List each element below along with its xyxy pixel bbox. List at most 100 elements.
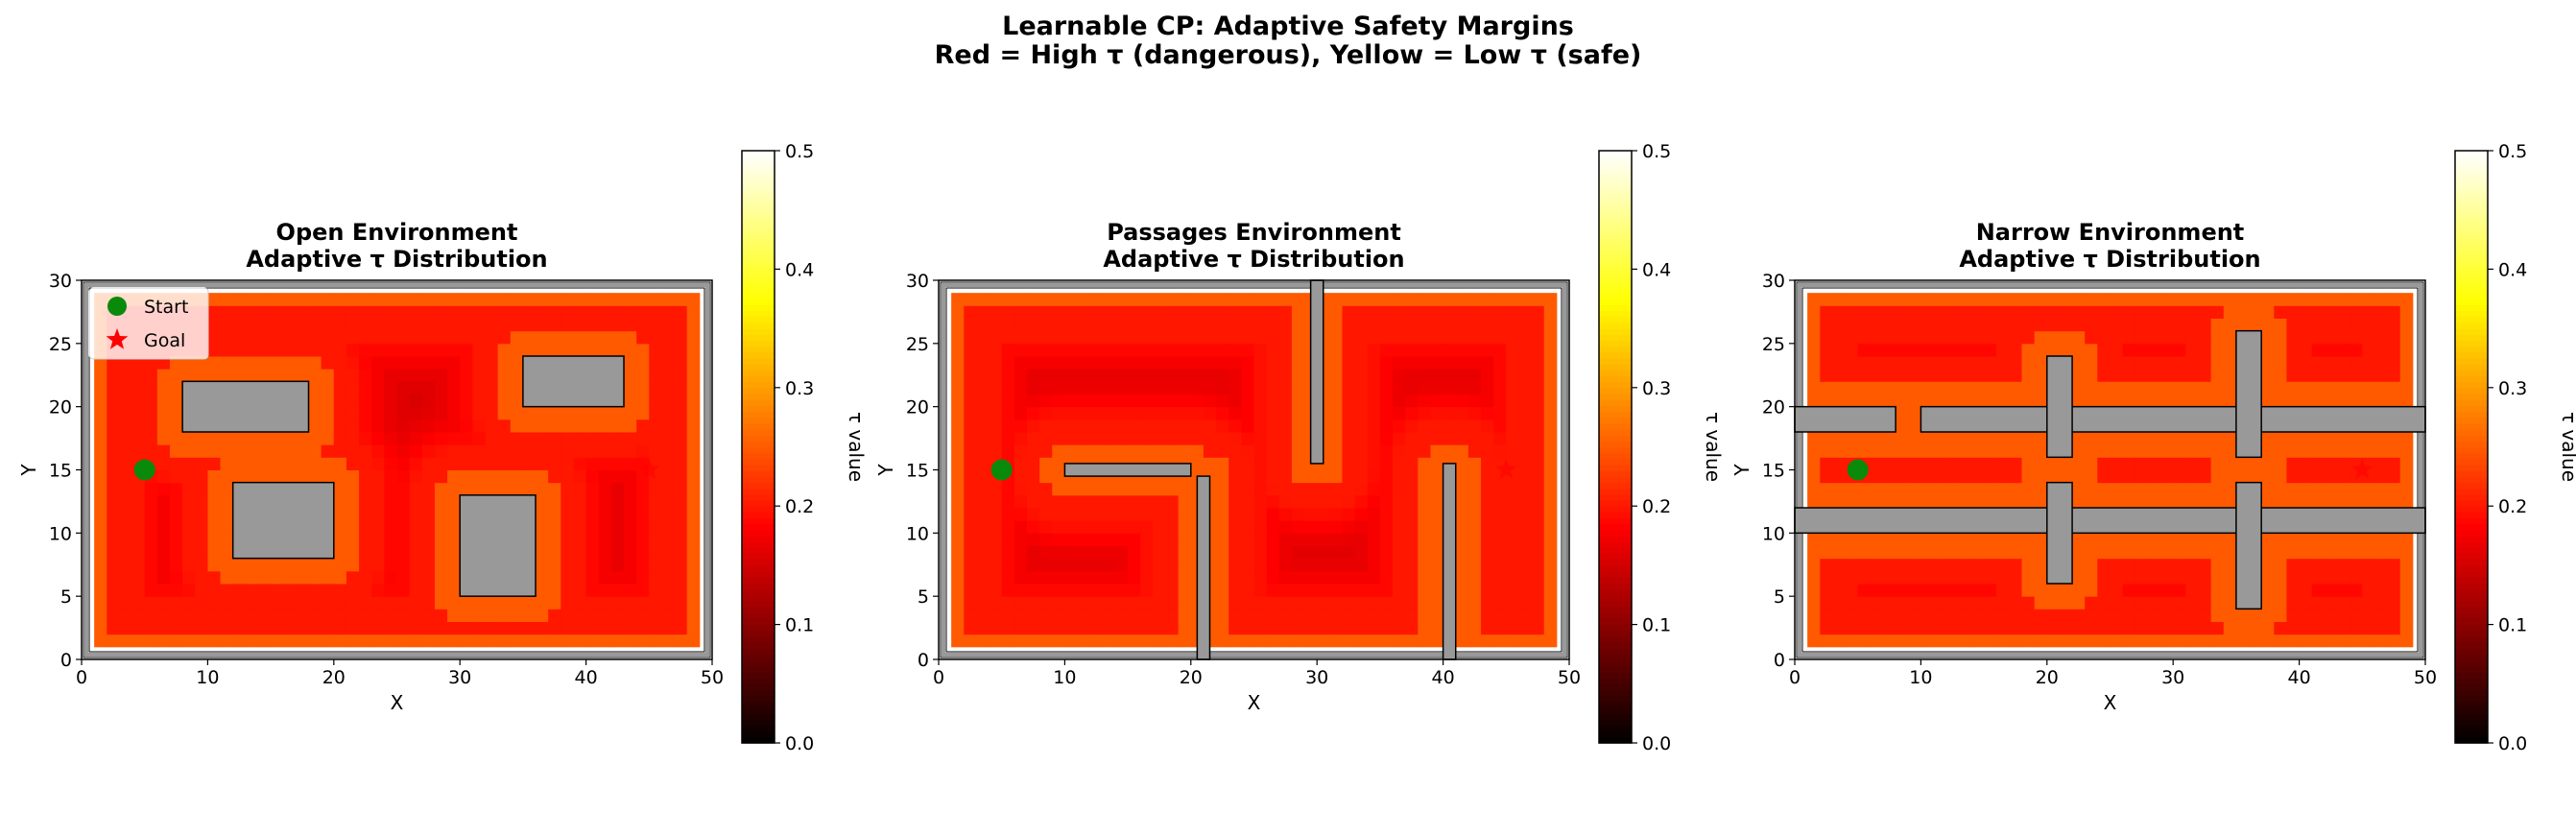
heatmap-cell [371, 343, 385, 357]
heatmap-cell [1832, 621, 1847, 635]
colorbar-segment [2455, 630, 2488, 637]
heatmap-cell [107, 570, 120, 585]
heatmap-cell [1543, 305, 1558, 319]
colorbar-segment [1599, 470, 1632, 477]
heatmap-cell [2097, 394, 2111, 408]
heatmap-cell [2362, 482, 2375, 496]
heatmap-cell [2223, 432, 2237, 445]
boundary-wall [1796, 281, 2424, 658]
heatmap-cell [119, 457, 133, 470]
colorbar-segment [1599, 346, 1632, 353]
heatmap-cell [1481, 609, 1494, 622]
heatmap-cell [1241, 293, 1254, 306]
heatmap-cell [1467, 330, 1482, 345]
heatmap-cell [296, 457, 310, 470]
heatmap-cell [1832, 596, 1847, 610]
goal-marker [637, 458, 660, 480]
heatmap-cell [2249, 609, 2262, 622]
colorbar-segment [742, 186, 775, 193]
heatmap-cell [2110, 621, 2124, 635]
heatmap-cell [321, 381, 335, 395]
heatmap-cell [1039, 432, 1053, 445]
heatmap-cell [409, 418, 423, 433]
heatmap-cell [245, 330, 259, 345]
heatmap-cell [1278, 394, 1293, 408]
heatmap-cell [2072, 596, 2086, 610]
heatmap-cell [2009, 369, 2023, 382]
heatmap-cell [1430, 418, 1444, 433]
heatmap-cell [1077, 634, 1091, 648]
heatmap-cell [2337, 533, 2350, 546]
heatmap-cell [2198, 533, 2212, 546]
heatmap-cell [989, 356, 1003, 370]
heatmap-cell [2009, 356, 2023, 370]
heatmap-cell [1064, 482, 1079, 496]
heatmap-cell [1228, 520, 1242, 534]
heatmap-cell [1933, 494, 1947, 509]
heatmap-cell [2324, 343, 2338, 357]
heatmap-cell [1291, 482, 1305, 496]
heatmap-cell [951, 457, 965, 470]
heatmap-cell [1518, 318, 1533, 332]
heatmap-cell [2122, 482, 2136, 496]
heatmap-cell [94, 482, 107, 496]
heatmap-cell [1920, 318, 1935, 332]
heatmap-cell [1228, 343, 1242, 357]
heatmap-cell [1845, 634, 1859, 648]
heatmap-cell [2034, 596, 2048, 610]
heatmap-cell [2261, 545, 2275, 560]
colorbar-segment [1599, 553, 1632, 561]
heatmap-cell [624, 369, 637, 382]
heatmap-cell [1882, 545, 1896, 560]
heatmap-cell [2072, 343, 2086, 357]
heatmap-cell [1253, 444, 1268, 458]
heatmap-cell [245, 558, 259, 572]
heatmap-cell [1518, 369, 1533, 382]
heatmap-cell [2122, 533, 2136, 546]
colorbar-segment [1599, 695, 1632, 703]
heatmap-cell [2223, 584, 2237, 597]
heatmap [951, 293, 1558, 648]
heatmap-cell [573, 469, 587, 484]
heatmap-cell [1266, 621, 1280, 635]
heatmap-cell [1958, 394, 1972, 408]
heatmap-cell [661, 584, 676, 597]
heatmap-cell [2185, 545, 2199, 560]
heatmap-cell [1140, 596, 1154, 610]
heatmap-cell [384, 343, 397, 357]
colorbar-tick-label: 0.1 [785, 615, 814, 636]
heatmap-cell [1039, 305, 1053, 319]
heatmap-cell [1481, 570, 1494, 585]
colorbar-segment [742, 370, 775, 377]
heatmap [1807, 293, 2414, 648]
heatmap-cell [610, 621, 625, 635]
heatmap-cell [308, 621, 322, 635]
heatmap-cell [1329, 482, 1343, 496]
heatmap-cell [1052, 545, 1065, 560]
heatmap-cell [1857, 621, 1872, 635]
heatmap-cell [497, 609, 512, 622]
heatmap-cell [686, 343, 701, 357]
heatmap-cell [2261, 305, 2275, 319]
colorbar-segment [742, 630, 775, 637]
heatmap-cell [1455, 533, 1469, 546]
heatmap-cell [434, 457, 448, 470]
heatmap-cell [384, 330, 397, 345]
heatmap-cell [485, 394, 499, 408]
heatmap-cell [2362, 293, 2375, 306]
heatmap-cell [536, 432, 549, 445]
heatmap-cell [686, 418, 701, 433]
heatmap-cell [119, 558, 133, 572]
heatmap-cell [964, 469, 977, 484]
heatmap-cell [964, 369, 977, 382]
heatmap-cell [1820, 343, 1833, 357]
heatmap-cell [2261, 343, 2275, 357]
heatmap-cell [1870, 293, 1884, 306]
heatmap-cell [951, 343, 965, 357]
heatmap-cell [346, 570, 360, 585]
heatmap-cell [1430, 369, 1444, 382]
heatmap-cell [421, 394, 436, 408]
heatmap-cell [2198, 381, 2212, 395]
heatmap-cell [131, 381, 146, 395]
heatmap-cell [271, 469, 284, 484]
